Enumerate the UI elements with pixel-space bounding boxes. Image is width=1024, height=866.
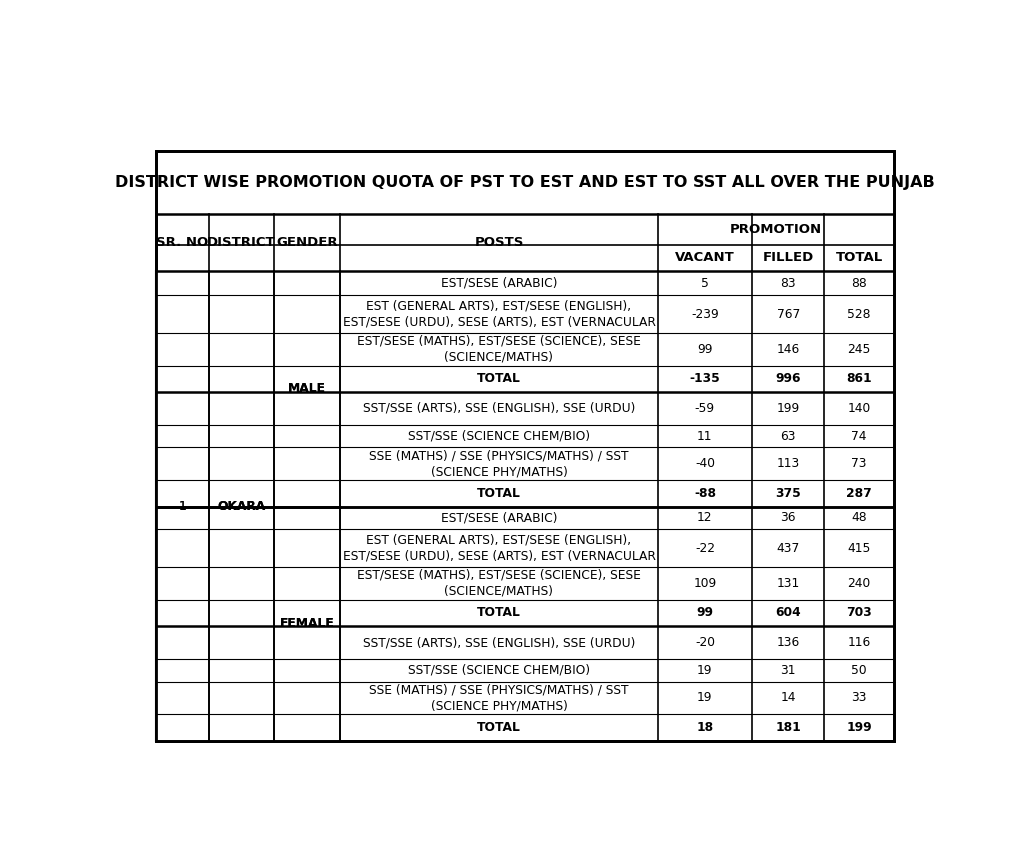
- Text: EST (GENERAL ARTS), EST/SESE (ENGLISH),
EST/SESE (URDU), SESE (ARTS), EST (VERNA: EST (GENERAL ARTS), EST/SESE (ENGLISH), …: [343, 533, 655, 563]
- Text: 19: 19: [697, 663, 713, 676]
- Text: FEMALE: FEMALE: [280, 617, 335, 630]
- Text: TOTAL: TOTAL: [477, 372, 521, 385]
- Text: 36: 36: [780, 512, 796, 525]
- Text: FILLED: FILLED: [763, 251, 814, 264]
- Text: 146: 146: [776, 343, 800, 356]
- Text: 131: 131: [776, 577, 800, 590]
- Text: GENDER: GENDER: [276, 236, 338, 249]
- Text: POSTS: POSTS: [474, 236, 523, 249]
- Text: MALE: MALE: [288, 383, 326, 396]
- Text: FEMALE: FEMALE: [280, 617, 335, 630]
- Text: EST/SESE (MATHS), EST/SESE (SCIENCE), SESE
(SCIENCE/MATHS): EST/SESE (MATHS), EST/SESE (SCIENCE), SE…: [357, 569, 641, 598]
- Text: 11: 11: [697, 430, 713, 443]
- Text: 63: 63: [780, 430, 796, 443]
- Text: 33: 33: [851, 691, 867, 704]
- Text: 14: 14: [780, 691, 796, 704]
- Text: TOTAL: TOTAL: [477, 487, 521, 500]
- Text: 181: 181: [775, 721, 801, 734]
- Bar: [273, 271, 340, 507]
- Text: VACANT: VACANT: [675, 251, 735, 264]
- Text: 1: 1: [178, 500, 186, 513]
- Text: EST/SESE (MATHS), EST/SESE (SCIENCE), SESE
(SCIENCE/MATHS): EST/SESE (MATHS), EST/SESE (SCIENCE), SE…: [357, 335, 641, 364]
- Text: -22: -22: [695, 541, 715, 555]
- Bar: [156, 151, 894, 740]
- Text: 996: 996: [775, 372, 801, 385]
- Text: 12: 12: [697, 512, 713, 525]
- Text: TOTAL: TOTAL: [836, 251, 883, 264]
- Text: EST/SESE (ARABIC): EST/SESE (ARABIC): [440, 277, 557, 290]
- Text: 88: 88: [851, 277, 867, 290]
- Text: SST/SSE (ARTS), SSE (ENGLISH), SSE (URDU): SST/SSE (ARTS), SSE (ENGLISH), SSE (URDU…: [362, 636, 635, 649]
- Text: 31: 31: [780, 663, 796, 676]
- Text: 199: 199: [846, 721, 872, 734]
- Text: SR. NO: SR. NO: [157, 236, 209, 249]
- Text: -239: -239: [691, 307, 719, 320]
- Bar: [156, 271, 209, 740]
- Bar: [273, 507, 340, 740]
- Text: 240: 240: [848, 577, 870, 590]
- Text: OKARA: OKARA: [217, 500, 265, 513]
- Text: 861: 861: [846, 372, 872, 385]
- Text: EST/SESE (ARABIC): EST/SESE (ARABIC): [440, 512, 557, 525]
- Bar: [209, 271, 273, 740]
- Text: 83: 83: [780, 277, 796, 290]
- Text: SST/SSE (SCIENCE CHEM/BIO): SST/SSE (SCIENCE CHEM/BIO): [408, 430, 590, 443]
- Text: DISTRICT: DISTRICT: [207, 236, 275, 249]
- Bar: [156, 151, 894, 740]
- Text: DISTRICT WISE PROMOTION QUOTA OF PST TO EST AND EST TO SST ALL OVER THE PUNJAB: DISTRICT WISE PROMOTION QUOTA OF PST TO …: [115, 175, 935, 190]
- Text: PROMOTION: PROMOTION: [730, 223, 822, 236]
- Text: 140: 140: [848, 402, 870, 415]
- Text: -135: -135: [689, 372, 720, 385]
- Text: 73: 73: [851, 457, 867, 470]
- Text: 19: 19: [697, 691, 713, 704]
- Text: 18: 18: [696, 721, 714, 734]
- Text: 245: 245: [848, 343, 870, 356]
- Text: EST (GENERAL ARTS), EST/SESE (ENGLISH),
EST/SESE (URDU), SESE (ARTS), EST (VERNA: EST (GENERAL ARTS), EST/SESE (ENGLISH), …: [343, 300, 655, 328]
- Text: 99: 99: [697, 343, 713, 356]
- Text: SST/SSE (SCIENCE CHEM/BIO): SST/SSE (SCIENCE CHEM/BIO): [408, 663, 590, 676]
- Text: 99: 99: [696, 606, 714, 619]
- Text: 287: 287: [846, 487, 872, 500]
- Text: TOTAL: TOTAL: [477, 721, 521, 734]
- Text: 703: 703: [846, 606, 872, 619]
- Text: MALE: MALE: [288, 383, 326, 396]
- Text: 1: 1: [178, 500, 186, 513]
- Text: 116: 116: [848, 636, 870, 649]
- Text: 415: 415: [848, 541, 870, 555]
- Text: 113: 113: [776, 457, 800, 470]
- Text: -40: -40: [695, 457, 715, 470]
- Text: -20: -20: [695, 636, 715, 649]
- Text: 5: 5: [701, 277, 709, 290]
- Text: 109: 109: [693, 577, 717, 590]
- Text: -88: -88: [694, 487, 716, 500]
- Text: 437: 437: [776, 541, 800, 555]
- Text: SSE (MATHS) / SSE (PHYSICS/MATHS) / SST
(SCIENCE PHY/MATHS): SSE (MATHS) / SSE (PHYSICS/MATHS) / SST …: [370, 449, 629, 478]
- Text: 136: 136: [776, 636, 800, 649]
- Text: -59: -59: [695, 402, 715, 415]
- Text: SSE (MATHS) / SSE (PHYSICS/MATHS) / SST
(SCIENCE PHY/MATHS): SSE (MATHS) / SSE (PHYSICS/MATHS) / SST …: [370, 683, 629, 713]
- Text: 74: 74: [851, 430, 867, 443]
- Text: 50: 50: [851, 663, 867, 676]
- Text: 48: 48: [851, 512, 867, 525]
- Text: 767: 767: [776, 307, 800, 320]
- Text: TOTAL: TOTAL: [477, 606, 521, 619]
- Text: 375: 375: [775, 487, 801, 500]
- Text: 199: 199: [776, 402, 800, 415]
- Text: 604: 604: [775, 606, 801, 619]
- Text: OKARA: OKARA: [217, 500, 265, 513]
- Text: SST/SSE (ARTS), SSE (ENGLISH), SSE (URDU): SST/SSE (ARTS), SSE (ENGLISH), SSE (URDU…: [362, 402, 635, 415]
- Text: 528: 528: [848, 307, 870, 320]
